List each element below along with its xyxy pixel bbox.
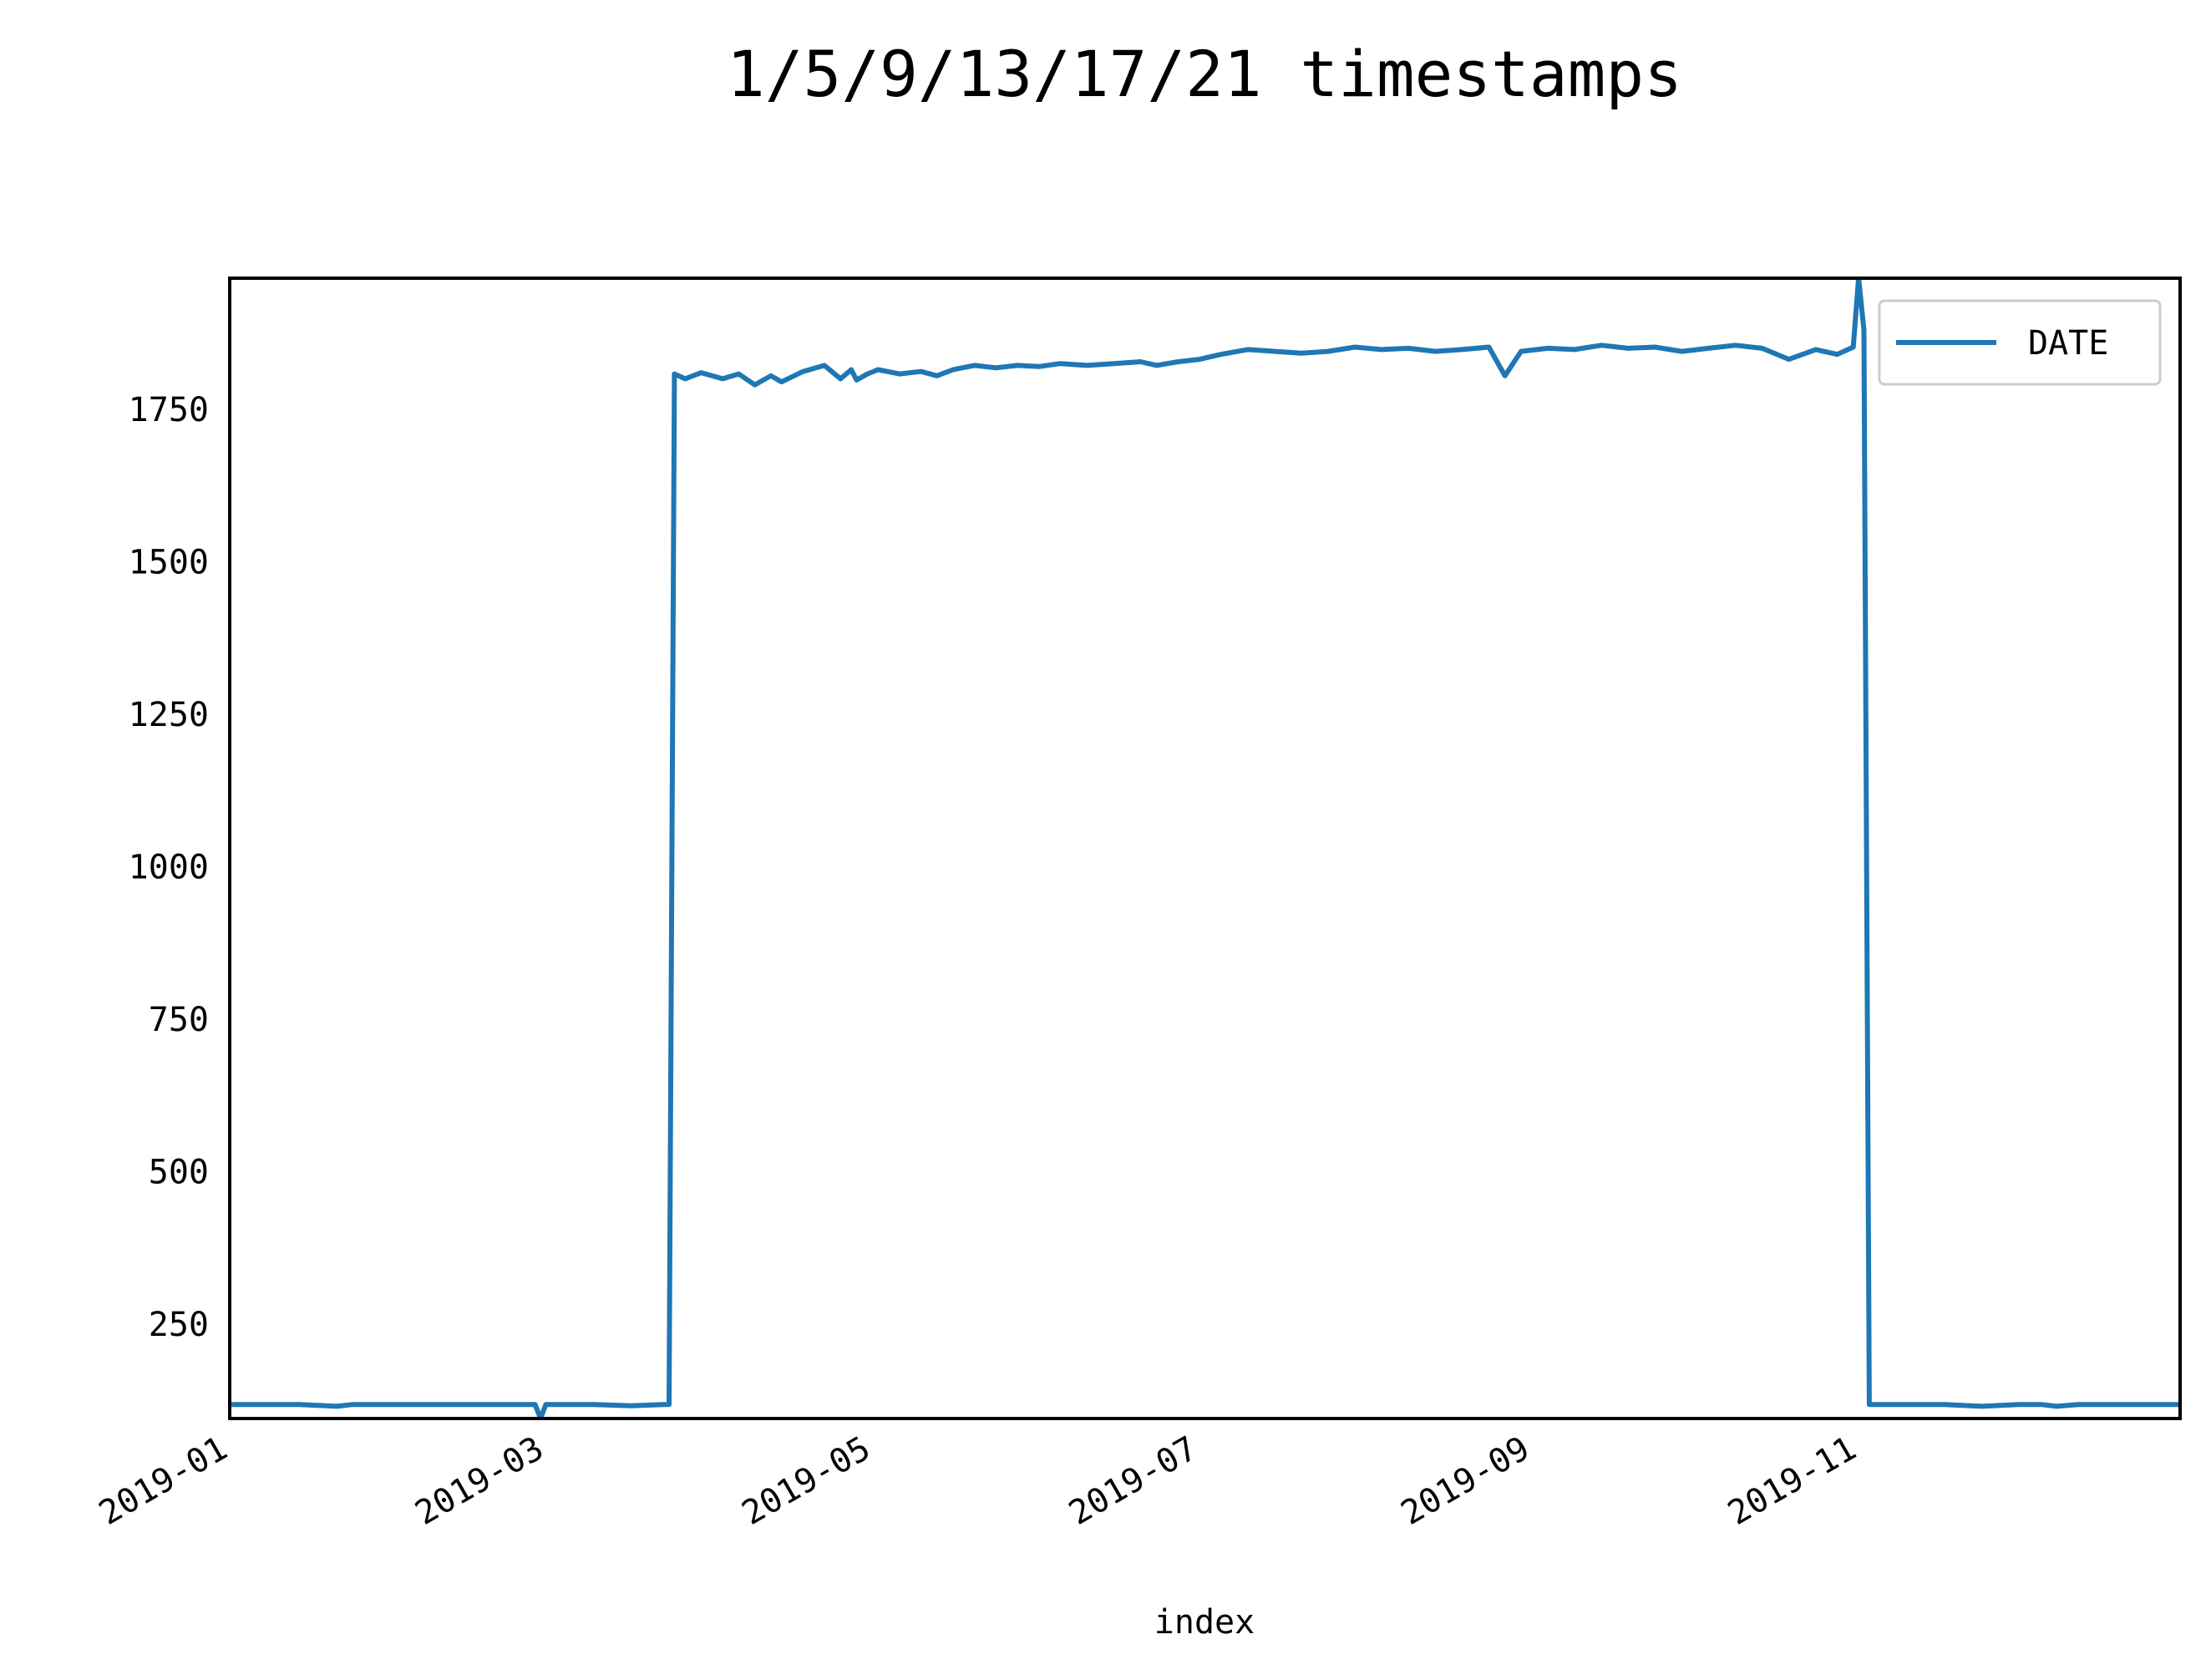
plot-area	[228, 277, 2182, 1420]
y-tick-label: 1250	[129, 696, 209, 734]
x-axis-ticks: 2019-01 2019-03 2019-05 2019-07 2019-09 2019-…	[93, 1429, 1863, 1533]
x-axis-label: index	[1154, 1603, 1255, 1642]
y-tick-label: 250	[149, 1306, 209, 1344]
x-tick-label: 2019-03	[408, 1429, 550, 1533]
y-tick-label: 750	[149, 1001, 209, 1039]
x-tick-label: 2019-07	[1062, 1429, 1204, 1533]
x-tick-label: 2019-11	[1722, 1429, 1863, 1533]
y-tick-label: 1750	[129, 391, 209, 429]
axes-frame	[228, 277, 2182, 1420]
y-tick-label: 1000	[129, 848, 209, 886]
chart-title: 1/5/9/13/17/21 timestamps	[727, 37, 1682, 111]
x-tick-label: 2019-01	[93, 1429, 234, 1533]
legend-label: DATE	[2028, 324, 2108, 363]
y-axis-ticks: 250 500 750 1000 1250 1500 1750	[129, 391, 209, 1344]
legend: DATE	[1878, 299, 2162, 386]
series-line-date	[230, 278, 2180, 1419]
y-tick-label: 1500	[129, 543, 209, 581]
y-tick-label: 500	[149, 1153, 209, 1191]
x-tick-label: 2019-09	[1395, 1429, 1536, 1533]
legend-box	[1878, 299, 2162, 386]
x-tick-label: 2019-05	[736, 1429, 877, 1533]
